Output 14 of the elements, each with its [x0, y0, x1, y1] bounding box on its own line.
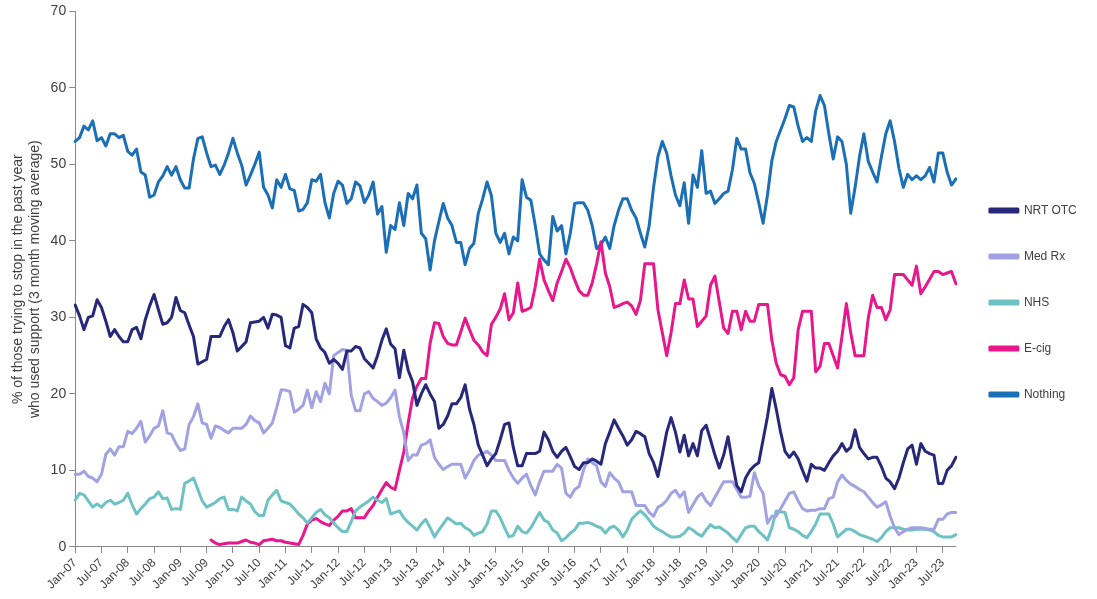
legend-label: NRT OTC	[1023, 202, 1078, 217]
y-tick-label: 10	[50, 461, 67, 478]
y-tick-label: 60	[50, 78, 67, 95]
y-tick-label: 20	[50, 384, 67, 401]
legend-label: E-cig	[1023, 340, 1052, 355]
y-tick-label: 70	[50, 2, 67, 19]
y-axis-title: % of those trying to stop in the past year who used support (3 month moving average)	[9, 140, 43, 420]
y-tick-label: 40	[50, 231, 67, 248]
y-tick-label: 30	[50, 308, 67, 325]
legend-label: Med Rx	[1023, 248, 1066, 263]
y-tick-label: 50	[50, 155, 67, 172]
y-tick-label: 0	[58, 537, 67, 554]
legend-label: Nothing	[1023, 386, 1066, 401]
legend-label: NHS	[1023, 294, 1050, 309]
